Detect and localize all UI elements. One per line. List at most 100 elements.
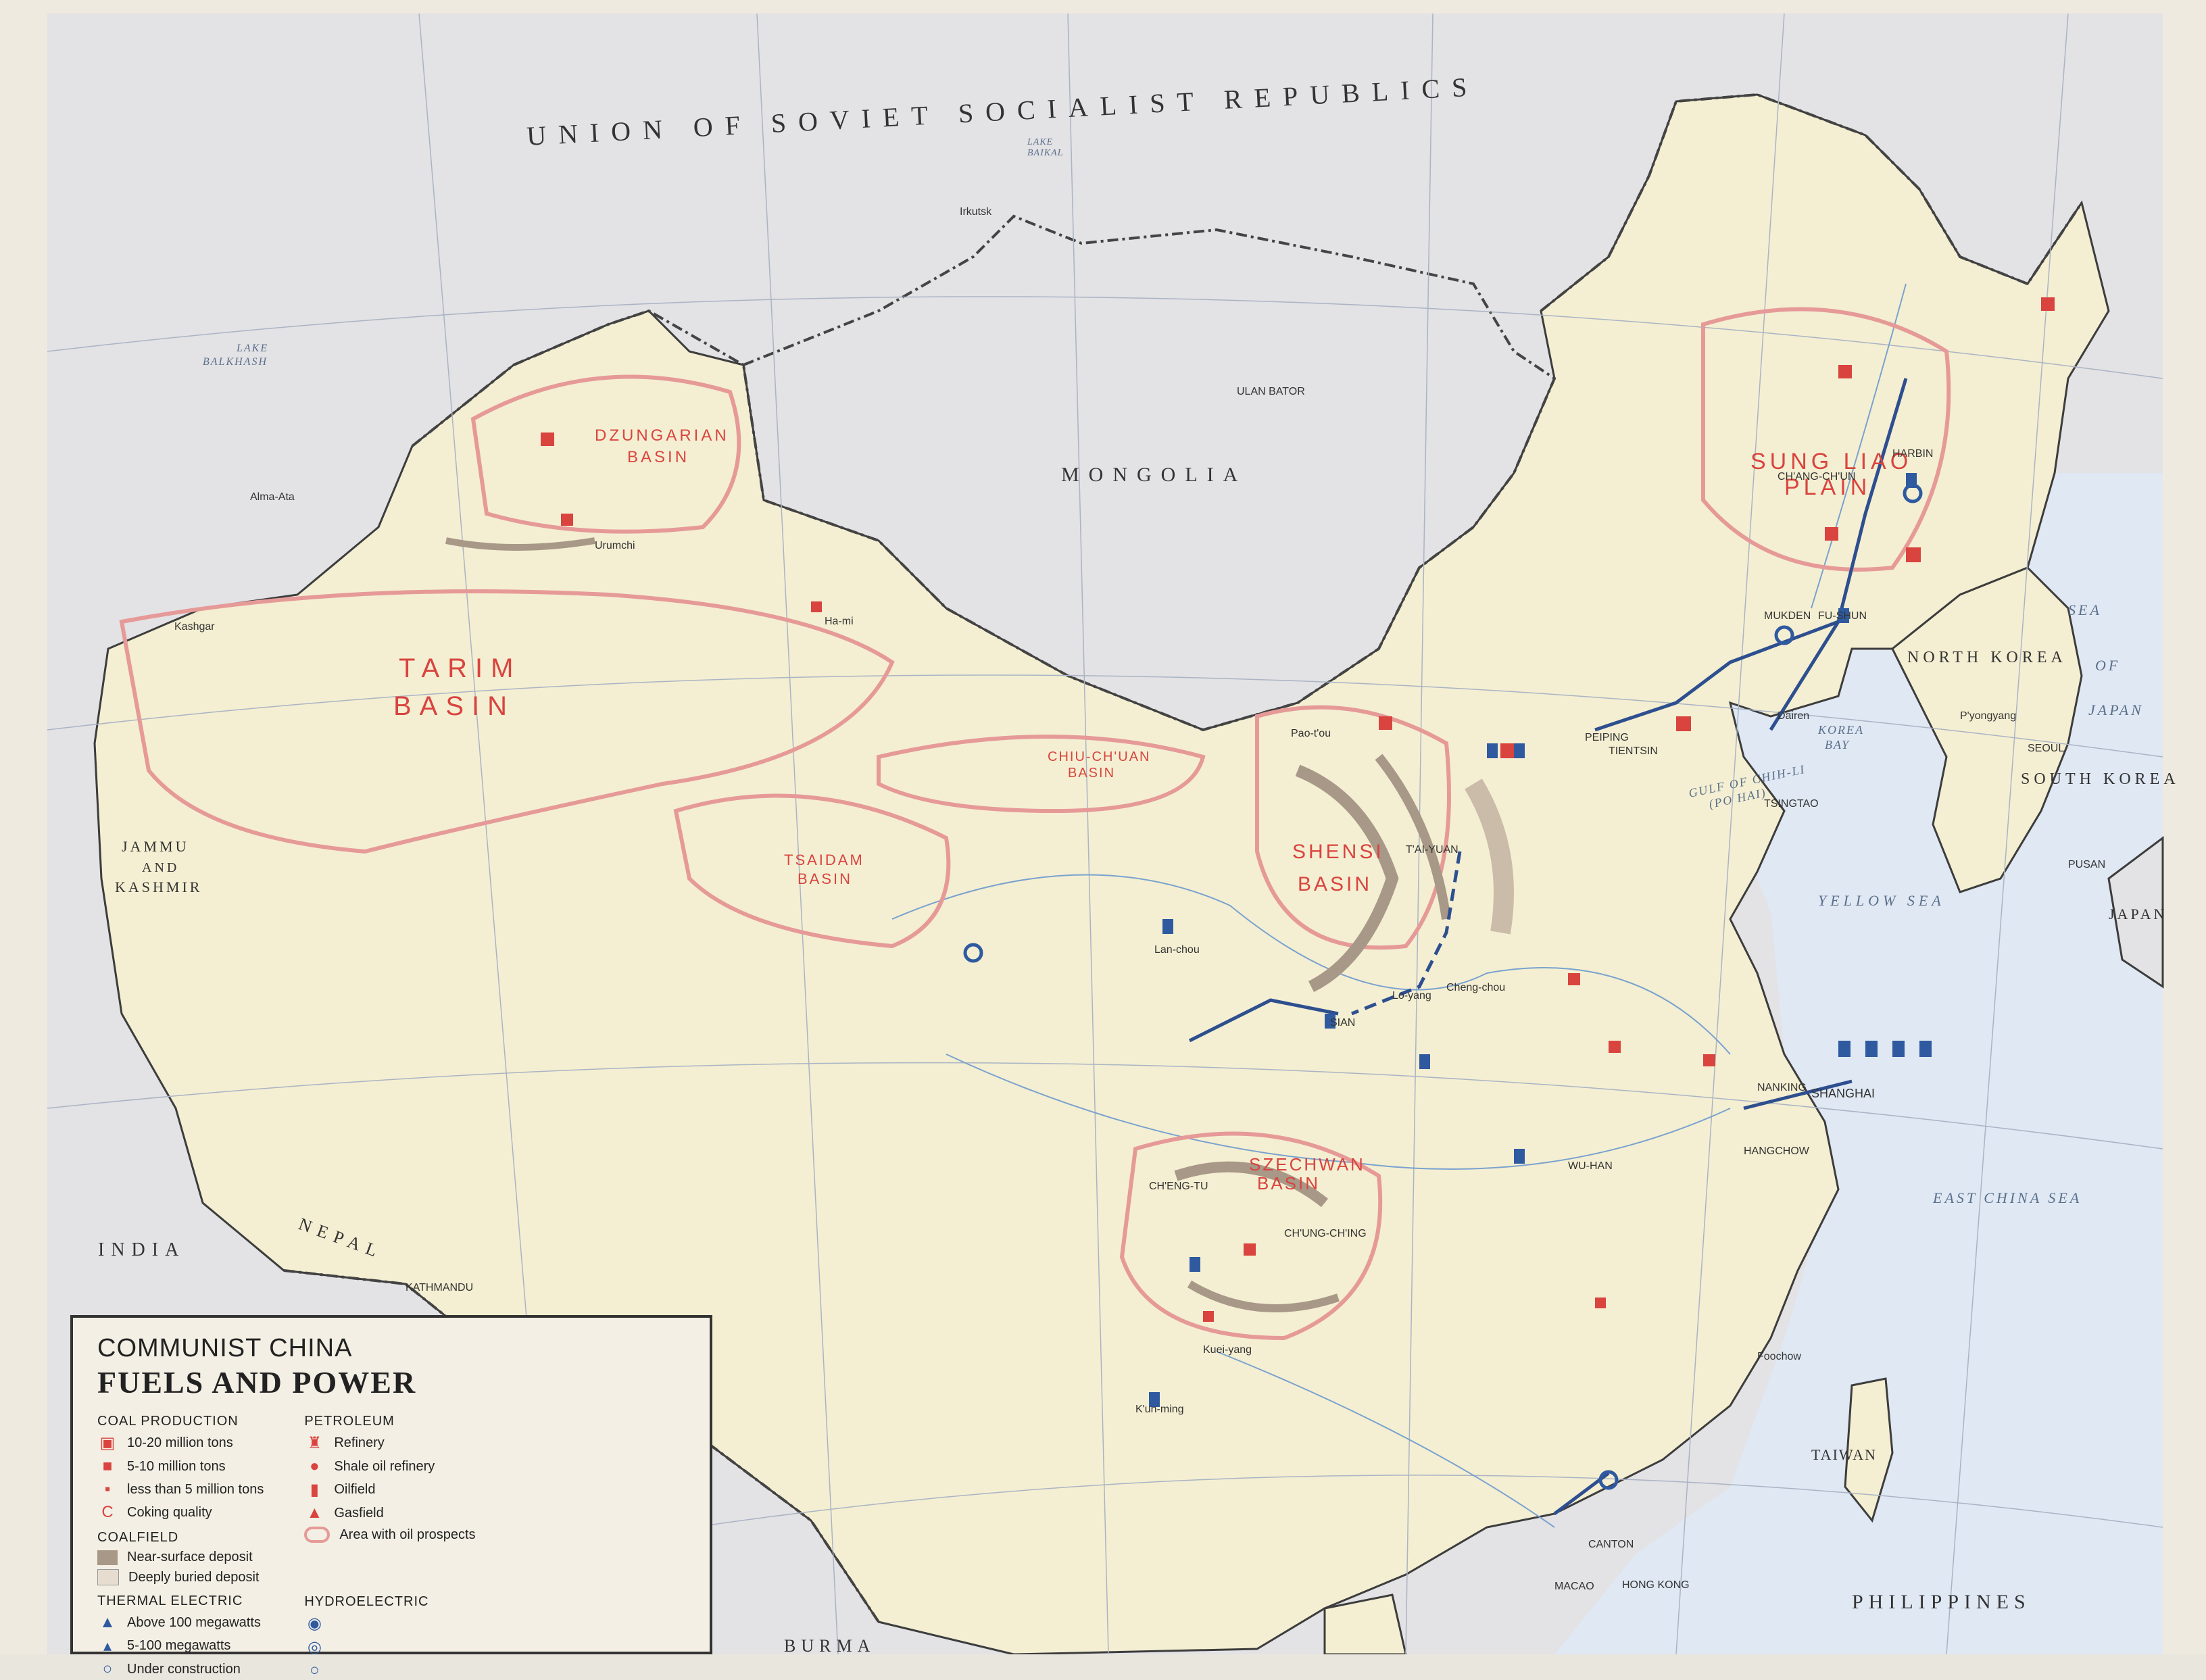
- legend-thermal-row-1: ▲ Above 100 megawatts: [97, 1613, 264, 1632]
- city-dairen: Dairen: [1778, 710, 1809, 722]
- city-canton: CANTON: [1588, 1539, 1634, 1550]
- legend-coal-row-4: C Coking quality: [97, 1503, 264, 1522]
- label-and: AND: [142, 860, 179, 875]
- label-lake-baikal-1: LAKE: [1027, 137, 1053, 147]
- legend-box: COMMUNIST CHINA FUELS AND POWER COAL PRO…: [70, 1315, 712, 1679]
- label-jammu: JAMMU: [122, 838, 189, 855]
- deep-buried-swatch: [97, 1569, 119, 1585]
- legend-thermal-header: THERMAL ELECTRIC: [97, 1593, 243, 1608]
- coal-small-icon: ▪: [104, 1480, 111, 1498]
- label-burma: BURMA: [784, 1636, 875, 1654]
- legend-thermal-row-3: ○ Under construction: [97, 1660, 264, 1679]
- label-sung-liao-plain: PLAIN: [1784, 474, 1871, 500]
- label-dzungarian: DZUNGARIAN: [595, 426, 729, 445]
- label-chiuchuan-basin: BASIN: [1068, 766, 1115, 781]
- city-hami: Ha-mi: [825, 616, 854, 627]
- city-tientsin: TIENTSIN: [1609, 745, 1658, 757]
- legend-coalfield-row-1: Near-surface deposit: [97, 1550, 264, 1565]
- hydro-large-icon: ◉: [307, 1614, 322, 1633]
- label-tarim: TARIM: [399, 653, 521, 683]
- city-fushun: FU-SHUN: [1818, 610, 1867, 622]
- japan-land: [2107, 836, 2164, 989]
- label-philippines: PHILIPPINES: [1852, 1591, 2031, 1613]
- city-foochow: Foochow: [1757, 1351, 1801, 1362]
- city-kunming: K'un-ming: [1135, 1404, 1184, 1415]
- legend-thermal-3: Under construction: [127, 1661, 241, 1677]
- city-nanking: NANKING: [1757, 1082, 1807, 1093]
- coal-production-icons: [541, 297, 2055, 1322]
- legend-coal-header: COAL PRODUCTION: [97, 1414, 239, 1429]
- legend-thermal-2: 5-100 megawatts: [127, 1638, 231, 1653]
- city-pusan: PUSAN: [2068, 859, 2105, 870]
- city-alma-ata: Alma-Ata: [250, 491, 295, 503]
- city-sian: SIAN: [1330, 1017, 1355, 1029]
- label-tsaidam-basin: BASIN: [798, 870, 852, 887]
- legend-coalfield-header: COALFIELD: [97, 1530, 179, 1545]
- city-changchun: CH'ANG-CH'UN: [1778, 471, 1855, 483]
- city-hong-kong: HONG KONG: [1622, 1579, 1690, 1591]
- city-chengchou: Cheng-chou: [1446, 982, 1505, 993]
- legend-thermal-row-2: ▴ 5-100 megawatts: [97, 1636, 264, 1656]
- power-plant-icons: [963, 473, 1932, 1490]
- legend-columns: COAL PRODUCTION ▣ 10-20 million tons ■ 5-1…: [97, 1410, 685, 1680]
- city-loyang: Lo-yang: [1392, 990, 1431, 1002]
- legend-petroleum-header: PETROLEUM: [304, 1414, 395, 1429]
- city-wuhan: WU-HAN: [1568, 1160, 1613, 1172]
- oilfield-icon: ▮: [310, 1481, 319, 1499]
- legend-col-right: PETROLEUM ♜ Refinery ● Shale oil refinery …: [304, 1410, 476, 1680]
- city-harbin: HARBIN: [1892, 448, 1933, 460]
- city-chengtu: CH'ENG-TU: [1149, 1181, 1208, 1192]
- city-kweiyang: Kuei-yang: [1203, 1344, 1252, 1356]
- label-szechwan-basin: BASIN: [1257, 1173, 1320, 1193]
- city-urumchi: Urumchi: [595, 540, 635, 551]
- label-szechwan: SZECHWAN: [1249, 1154, 1365, 1175]
- label-taiwan: TAIWAN: [1811, 1446, 1877, 1463]
- coal-medium-icon: ■: [102, 1457, 113, 1475]
- korea-peninsula: [1891, 566, 2083, 893]
- label-korea-bay-1: KOREA: [1817, 723, 1864, 737]
- legend-coal-row-1: ▣ 10-20 million tons: [97, 1433, 264, 1453]
- city-kathmandu: KATHMANDU: [406, 1282, 473, 1293]
- label-dzungarian-basin: BASIN: [627, 448, 689, 466]
- city-shanghai: SHANGHAI: [1811, 1087, 1875, 1100]
- city-macao: MACAO: [1554, 1581, 1594, 1592]
- label-korea-bay-2: BAY: [1825, 738, 1850, 751]
- city-peiping: PEIPING: [1585, 732, 1629, 743]
- legend-coalfield-2: Deeply buried deposit: [128, 1569, 260, 1585]
- coalfields: [445, 537, 1514, 1312]
- legend-petro-row-2: ● Shale oil refinery: [304, 1457, 475, 1476]
- legend-petro-row-3: ▮ Oilfield: [304, 1480, 475, 1500]
- label-sea-of-japan-2: OF: [2095, 657, 2120, 674]
- city-chungking: CH'UNG-CH'ING: [1284, 1228, 1367, 1239]
- oil-prospect-swatch: [304, 1527, 330, 1543]
- legend-title-2: FUELS AND POWER: [97, 1365, 417, 1400]
- city-taiyuan: T'AI-YUAN: [1406, 844, 1459, 856]
- city-pyongyang: P'yongyang: [1960, 710, 2016, 722]
- legend-petro-4: Gasfield: [334, 1505, 384, 1521]
- label-mongolia: MONGOLIA: [1061, 464, 1247, 486]
- legend-coal-2: 5-10 million tons: [127, 1458, 226, 1474]
- thermal-small-icon: ▴: [103, 1637, 112, 1655]
- legend-petro-row-5: Area with oil prospects: [304, 1527, 476, 1543]
- legend-hydro-row-2: ◎: [304, 1637, 475, 1657]
- label-tsaidam: TSAIDAM: [784, 851, 864, 868]
- label-india: INDIA: [98, 1239, 185, 1260]
- legend-petro-2: Shale oil refinery: [334, 1458, 435, 1474]
- legend-petro-row-4: ▲ Gasfield: [304, 1504, 475, 1523]
- legend-petro-1: Refinery: [334, 1435, 385, 1450]
- hydro-construction-icon: ○: [310, 1661, 320, 1679]
- legend-petro-5: Area with oil prospects: [339, 1527, 476, 1542]
- coking-icon: C: [101, 1503, 114, 1521]
- legend-col-left: COAL PRODUCTION ▣ 10-20 million tons ■ 5-1…: [97, 1410, 264, 1680]
- mongolia-border: [741, 214, 1557, 732]
- thermal-large-icon: ▲: [99, 1613, 116, 1631]
- label-lake-baikal-2: BAIKAL: [1027, 148, 1063, 158]
- basin-labels: DZUNGARIAN BASIN TARIM BASIN TSAIDAM BAS…: [393, 426, 1908, 1193]
- city-paotou: Pao-t'ou: [1291, 728, 1331, 739]
- legend-coal-row-3: ▪ less than 5 million tons: [97, 1480, 264, 1499]
- city-labels: PEIPING TIENTSIN SHANGHAI NANKING WU-HAN…: [174, 206, 2105, 1592]
- legend-coal-3: less than 5 million tons: [127, 1481, 264, 1497]
- near-surface-swatch: [97, 1550, 118, 1565]
- legend-hydro-row-3: ○: [304, 1661, 475, 1680]
